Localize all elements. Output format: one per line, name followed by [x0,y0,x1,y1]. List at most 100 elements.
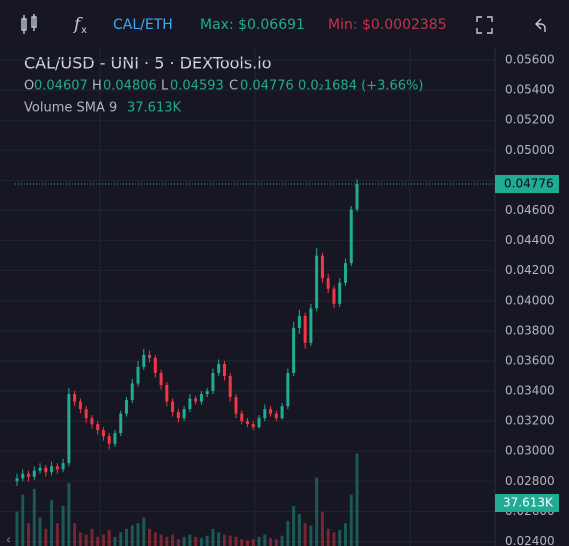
candle-body [297,315,301,328]
candle-body [130,383,134,401]
volume-bar [309,525,313,546]
candle-body [61,463,65,470]
fullscreen-icon[interactable] [476,16,493,34]
volume-bar [182,536,186,546]
low-label: L [161,79,169,94]
y-tick-label: 0.02400 [505,534,555,546]
pair-toggle[interactable]: CAL/ETH [113,17,173,33]
close-value: 0.04776 [240,79,294,94]
volume-badge [495,494,559,512]
candle-body [240,413,244,422]
candle-body [246,421,250,425]
y-tick-label: 0.04200 [505,263,555,277]
close-label: C [229,79,238,94]
volume-bar [257,536,261,546]
undo-icon[interactable] [535,18,546,32]
candle-body [153,357,157,373]
price-badge [495,175,559,194]
max-price: Max: $0.06691 [200,17,305,33]
candle-body [228,375,232,398]
candle-body [222,363,226,376]
volume-bar [21,494,25,546]
volume-bar [27,523,31,546]
scroll-left[interactable]: ‹ [6,533,11,546]
volume-bar [211,528,215,546]
candle-body [176,412,180,419]
volume-label: Volume SMA 9 [24,101,117,116]
volume-bar [188,534,192,546]
volume-bar [84,534,88,546]
candle-icon[interactable] [21,14,37,34]
volume-bar [338,530,342,546]
volume-bar [153,532,157,546]
candle-body [315,255,319,309]
vertical-grid [99,48,411,546]
y-tick-label: 0.03600 [505,353,555,367]
candle-body [124,400,128,414]
volume-bar [274,539,278,546]
candle-body [171,401,175,413]
volume-bar [101,534,105,546]
plot: 0.056000.054000.052000.050000.048000.046… [0,53,559,546]
y-tick-label: 0.05600 [505,53,555,67]
volume-bar [32,488,36,546]
min-price: Min: $0.0002385 [328,17,447,33]
candle-body [38,467,42,471]
candle-body [32,470,36,477]
candle-body [73,394,77,402]
volume-bar [263,534,267,546]
volume-bar [315,477,319,546]
candle-body [27,473,31,477]
y-tick-label: 0.05000 [505,143,555,157]
y-tick-label: 0.03000 [505,444,555,458]
volume-bar [240,539,244,546]
high-value: 0.04806 [103,79,157,94]
volume-bar [246,540,250,546]
candle-body [21,473,25,479]
volume-bar [303,523,307,546]
volume-bar [176,539,180,546]
volume-bar [217,532,221,546]
indicator-icon-x[interactable]: x [81,25,87,36]
volume-bar [44,528,48,546]
volume-bar [251,539,255,546]
volume-bar [15,511,19,546]
volume-bar [269,538,273,546]
indicator-icon[interactable]: f [72,15,83,35]
candle-body [113,433,117,444]
volume-bar [136,523,140,546]
volume-bar [159,534,163,546]
volume-bar [165,536,169,546]
candle-body [199,394,203,402]
volume-bar [280,535,284,546]
candle-body [188,398,192,410]
y-tick-label: 0.03400 [505,384,555,398]
candle-body [44,467,48,473]
candle-body [286,372,290,407]
volume-bar [50,500,54,546]
volume-bar [148,528,152,546]
candle-body [142,354,146,367]
chart-title: CAL/USD - UNI · 5 · DEXTools.io [24,54,272,73]
candle-body [338,282,342,304]
candle-body [251,424,255,428]
volume-bar [332,532,336,546]
candle-body [101,430,105,437]
toolbar: f x CAL/ETH Max: $0.06691 Min: $0.000238… [21,14,546,36]
y-tick-label: 0.04400 [505,233,555,247]
volume-sma: 37.613K [127,101,181,116]
volume-bar [61,506,65,546]
candle-body [15,478,19,482]
volume-bar [326,528,330,546]
candle-body [303,315,307,343]
y-tick-label: 0.03200 [505,414,555,428]
candle-body [96,424,100,431]
volume-bar [67,483,71,546]
candle-body [165,385,169,402]
candle-body [55,466,59,470]
ohlc-legend: O 0.04607 H 0.04806 L 0.04593 C 0.04776 … [24,79,423,116]
high-label: H [92,79,102,94]
open-label: O [24,79,34,94]
candle-body [50,466,54,473]
